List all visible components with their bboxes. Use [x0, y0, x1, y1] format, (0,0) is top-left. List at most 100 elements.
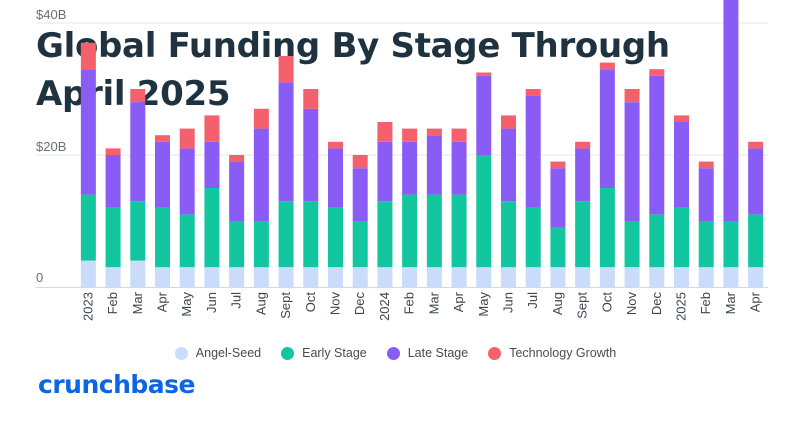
bar-segment-technology-growth [253, 108, 269, 129]
bar-segment-angel-seed [674, 267, 689, 287]
bar-segment-early-stage [723, 221, 739, 268]
bar-segment-early-stage [525, 207, 541, 268]
bar-segment-technology-growth [303, 89, 319, 109]
x-tick-label: Dec [649, 292, 664, 316]
bar-segment-early-stage [278, 201, 294, 268]
bar-segment-technology-growth [525, 89, 541, 96]
bar-segment-early-stage [377, 201, 393, 268]
x-tick-label: Mar [130, 291, 145, 314]
x-tick-label: Mar [426, 291, 441, 314]
bar-segment-technology-growth [698, 161, 714, 169]
bar-segment-angel-seed [352, 267, 368, 287]
bar-segment-late-stage [525, 95, 541, 208]
x-tick-label: Sept [575, 292, 590, 319]
legend-item-technology-growth: Technology Growth [488, 346, 616, 360]
bar-segment-early-stage [451, 194, 467, 268]
bar-segment-early-stage [550, 227, 566, 268]
crunchbase-logo: crunchbase [38, 370, 195, 399]
bar-segment-late-stage [501, 128, 516, 202]
x-tick-label: Jul [229, 292, 244, 309]
legend-swatch [281, 346, 295, 360]
bar-segment-angel-seed [575, 267, 591, 287]
legend-item-late-stage: Late Stage [386, 346, 468, 360]
x-tick-label: Apr [155, 291, 170, 312]
bar-segment-late-stage [352, 168, 368, 221]
legend-label: Angel-Seed [195, 346, 262, 360]
legend-swatch [386, 346, 400, 360]
bar-segment-angel-seed [599, 267, 615, 287]
bar-segment-early-stage [155, 207, 170, 268]
bar-segment-late-stage [723, 0, 739, 221]
bar-segment-technology-growth [105, 148, 121, 155]
bar-segment-early-stage [303, 201, 319, 268]
x-tick-label: May [476, 292, 491, 317]
bar-segment-late-stage [253, 128, 269, 221]
bar-segment-late-stage [377, 141, 393, 202]
x-axis-tick-labels: 2023 Feb Mar Apr May Jun Jul Aug Sept Oct Nov Dec 20… [80, 291, 762, 321]
bar-segment-technology-growth [402, 128, 418, 142]
legend-swatch [488, 346, 502, 360]
bar-segment-late-stage [624, 102, 640, 221]
bar-segment-early-stage [748, 214, 764, 268]
bar-segment-late-stage [426, 135, 442, 195]
bar-segment-technology-growth [748, 141, 764, 149]
bar-segment-late-stage [451, 141, 467, 195]
bar-segment-technology-growth [426, 128, 442, 136]
bar-segment-early-stage [253, 221, 269, 268]
bar-segment-angel-seed [155, 267, 170, 287]
bar-segment-angel-seed [748, 267, 764, 287]
bar-segment-late-stage [575, 148, 591, 202]
bar-segment-late-stage [550, 168, 566, 228]
bar-segment-early-stage [674, 207, 689, 268]
bar-segment-technology-growth [130, 89, 146, 103]
bar-segment-early-stage [229, 221, 245, 268]
x-tick-label: Feb [105, 292, 120, 314]
x-tick-label: Feb [402, 292, 417, 314]
x-tick-label: Feb [698, 292, 713, 314]
x-tick-label: 2023 [80, 292, 95, 321]
x-tick-label: Aug [253, 292, 268, 315]
x-tick-label: Sept [278, 292, 293, 319]
bar-segment-technology-growth [352, 155, 368, 169]
bar-segment-late-stage [599, 69, 615, 188]
bar-segment-angel-seed [476, 267, 492, 287]
legend: Angel-Seed Early Stage Late Stage Technolog… [0, 346, 791, 360]
bar-segment-technology-growth [550, 161, 566, 169]
bar-segment-technology-growth [377, 122, 393, 142]
bar-segment-early-stage [501, 201, 516, 268]
bar-segment-late-stage [80, 69, 96, 195]
bars [80, 0, 764, 287]
y-tick-label: $40B [36, 7, 66, 22]
bar-segment-early-stage [130, 201, 146, 261]
bar-segment-angel-seed [501, 267, 516, 287]
bar-segment-angel-seed [624, 267, 640, 287]
bar-segment-angel-seed [328, 267, 343, 287]
bar-segment-angel-seed [402, 267, 418, 287]
bar-segment-early-stage [575, 201, 591, 268]
bar-segment-angel-seed [377, 267, 393, 287]
x-tick-label: Jun [501, 292, 516, 313]
x-tick-label: Jun [204, 292, 219, 313]
bar-segment-early-stage [204, 188, 220, 268]
x-tick-label: 2024 [377, 292, 392, 321]
bar-segment-late-stage [674, 122, 689, 208]
bar-segment-late-stage [204, 141, 220, 188]
bar-segment-angel-seed [550, 267, 566, 287]
bar-segment-technology-growth [599, 62, 615, 70]
bar-segment-early-stage [426, 194, 442, 268]
x-tick-label: Nov [624, 292, 639, 316]
x-tick-label: Aug [550, 292, 565, 315]
x-tick-label: Oct [599, 292, 614, 313]
y-axis-tick-labels: 0$20B$40B$60B [36, 7, 66, 285]
x-tick-label: Mar [723, 291, 738, 314]
bar-segment-early-stage [649, 214, 665, 268]
bar-segment-late-stage [402, 141, 418, 195]
bar-segment-technology-growth [476, 72, 492, 76]
bar-segment-angel-seed [649, 267, 665, 287]
bar-segment-technology-growth [278, 56, 294, 83]
bar-segment-technology-growth [451, 128, 467, 142]
bar-segment-angel-seed [451, 267, 467, 287]
legend-item-early-stage: Early Stage [281, 346, 367, 360]
bar-segment-late-stage [748, 148, 764, 215]
bar-segment-angel-seed [229, 267, 245, 287]
